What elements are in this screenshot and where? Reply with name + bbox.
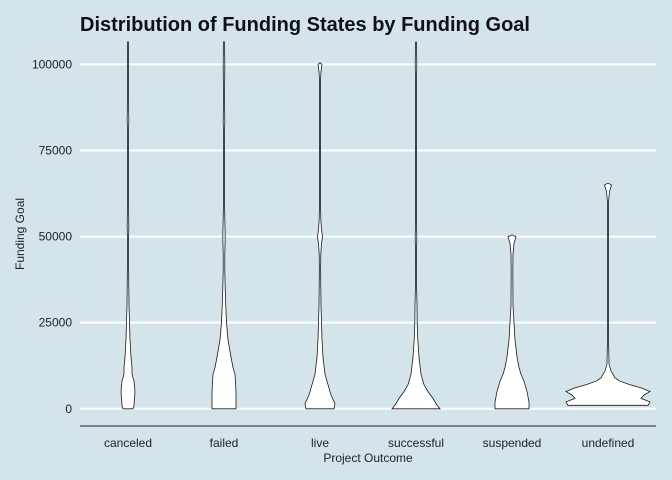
y-axis-label: Funding Goal	[13, 198, 27, 270]
x-axis-ticks: canceled failed live successful suspended und…	[104, 436, 634, 450]
violin-suspended	[494, 234, 530, 410]
violin-undefined	[565, 182, 651, 406]
x-tick-label: canceled	[104, 436, 152, 450]
violins	[120, 41, 651, 410]
x-tick-label: live	[311, 436, 329, 450]
x-tick-label: successful	[388, 436, 444, 450]
gridlines	[80, 63, 656, 410]
x-axis-label: Project Outcome	[323, 451, 413, 465]
y-tick-label: 100000	[32, 57, 72, 71]
y-tick-label: 50000	[39, 230, 73, 244]
y-tick-label: 75000	[39, 143, 73, 157]
y-tick-label: 25000	[39, 316, 73, 330]
y-axis-ticks: 0 25000 50000 75000 100000	[32, 57, 72, 415]
y-tick-label: 0	[65, 402, 72, 416]
x-tick-label: suspended	[483, 436, 542, 450]
violin-failed	[211, 41, 237, 410]
x-tick-label: failed	[210, 436, 239, 450]
violin-canceled	[120, 41, 136, 410]
x-tick-label: undefined	[582, 436, 635, 450]
chart-title: Distribution of Funding States by Fundin…	[80, 14, 530, 36]
violin-successful	[391, 41, 441, 410]
violin-live	[304, 62, 336, 410]
